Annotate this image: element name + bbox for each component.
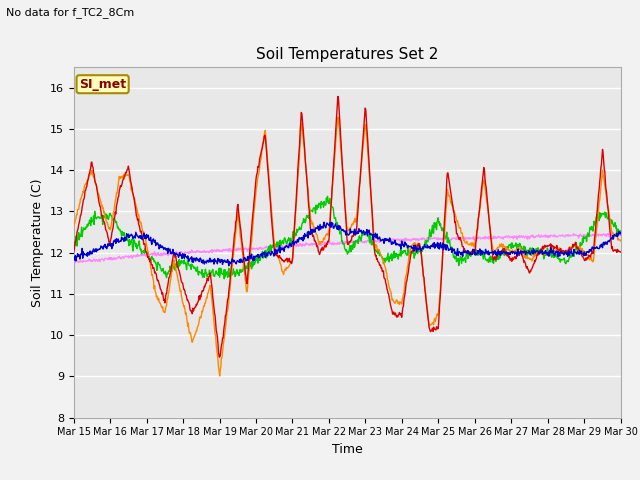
Text: No data for f_TC2_8Cm: No data for f_TC2_8Cm (6, 7, 134, 18)
Legend: TC2_2Cm, TC2_4Cm, TC2_16Cm, TC2_32Cm, TC2_50Cm: TC2_2Cm, TC2_4Cm, TC2_16Cm, TC2_32Cm, TC… (114, 479, 580, 480)
Title: Soil Temperatures Set 2: Soil Temperatures Set 2 (256, 47, 438, 62)
Y-axis label: Soil Temperature (C): Soil Temperature (C) (31, 178, 44, 307)
X-axis label: Time: Time (332, 443, 363, 456)
Text: SI_met: SI_met (79, 78, 126, 91)
